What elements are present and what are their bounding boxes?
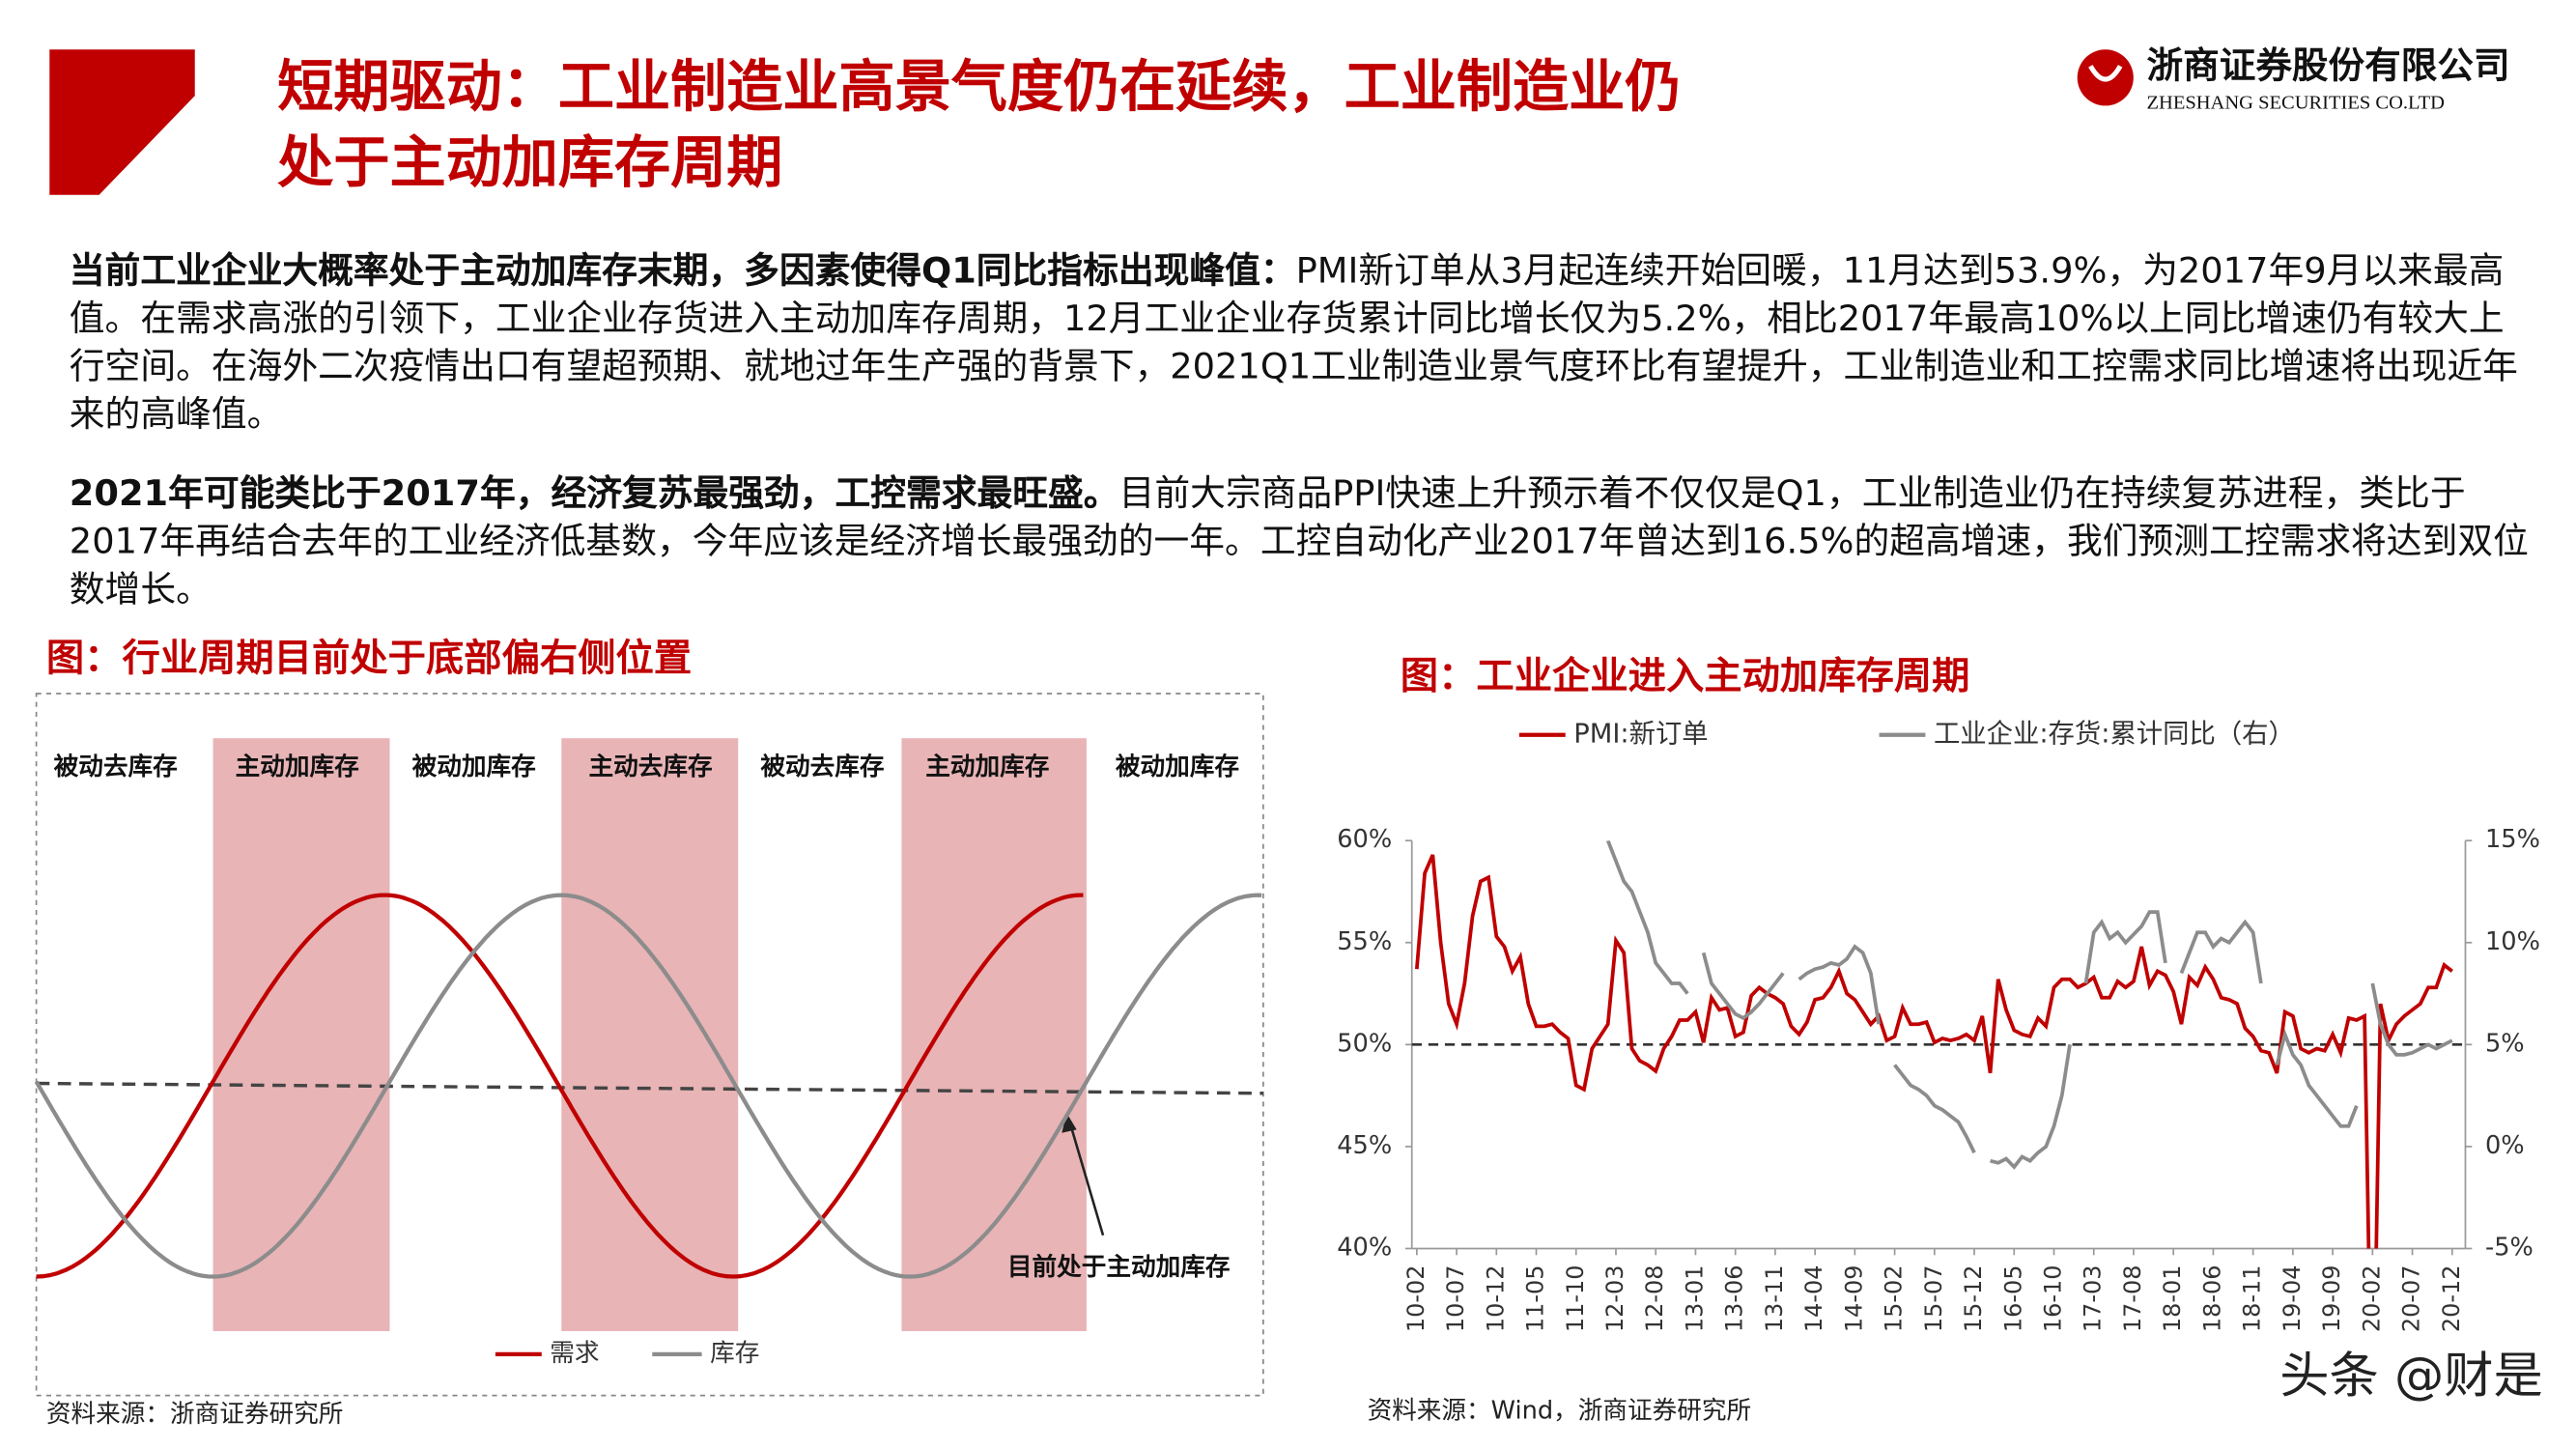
x-tick-label: 15-02 <box>1881 1265 1908 1333</box>
x-tick-label: 14-04 <box>1800 1265 1827 1333</box>
x-tick-label: 19-04 <box>2279 1265 2306 1333</box>
plot-area <box>1414 840 2453 1249</box>
phase-label: 主动加库存 <box>236 753 359 781</box>
x-tick-label: 20-12 <box>2438 1265 2465 1333</box>
title-line: 处于主动加库存周期 <box>277 130 783 197</box>
phase-band <box>901 738 1087 1331</box>
title-line: 短期驱动：工业制造业高景气度仍在延续，工业制造业仍 <box>277 54 1682 121</box>
diagram-source: 资料来源：浙商证券研究所 <box>46 1400 344 1429</box>
legend-label: 工业企业:存货:累计同比（右） <box>1934 719 2295 749</box>
x-tick-label: 19-09 <box>2318 1265 2345 1333</box>
paragraph-body: PMI新订单从3月起连续开始回暖，11月达到53.9%，为2017年9月以来最高… <box>69 250 2518 437</box>
page-title: 短期驱动：工业制造业高景气度仍在延续，工业制造业仍 处于主动加库存周期 <box>277 49 1681 201</box>
chart-source: 资料来源：Wind，浙商证券研究所 <box>1368 1397 1752 1426</box>
diagram-title: 图：行业周期目前处于底部偏右侧位置 <box>46 637 692 680</box>
phase-label: 被动加库存 <box>1116 753 1239 781</box>
y2-tick-label: 10% <box>2485 927 2540 956</box>
y-tick-label: 45% <box>1337 1131 1392 1160</box>
y2-tick-label: 15% <box>2485 825 2540 854</box>
annotation-arrow <box>1068 1122 1105 1236</box>
paragraph-lead: 2021年可能类比于2017年，经济复苏最强劲，工控需求最旺盛。 <box>69 473 1119 516</box>
phase-band <box>561 738 739 1331</box>
phase-label: 被动去库存 <box>760 753 884 781</box>
chart-title: 图：工业企业进入主动加库存周期 <box>1401 654 1970 698</box>
logo-name: 浙商证券股份有限公司 <box>2147 44 2510 87</box>
watermark: 头条 @财是 <box>2279 1348 2543 1406</box>
demand-curve <box>36 893 1084 1279</box>
y-tick-label: 50% <box>1337 1029 1392 1058</box>
y-tick-label: 60% <box>1337 825 1392 854</box>
x-tick-label: 14-09 <box>1840 1265 1867 1333</box>
x-tick-label: 18-11 <box>2239 1265 2266 1333</box>
logo-en: ZHESHANG SECURITIES CO.LTD <box>2147 92 2445 113</box>
x-tick-label: 13-11 <box>1761 1265 1788 1333</box>
annotation: 目前处于主动加库存 <box>1007 1252 1231 1282</box>
x-tick-label: 10-12 <box>1482 1265 1509 1333</box>
x-tick-label: 17-03 <box>2080 1265 2107 1333</box>
phase-label: 主动去库存 <box>589 753 713 781</box>
x-tick-label: 12-03 <box>1601 1265 1628 1333</box>
y-tick-label: 40% <box>1337 1233 1392 1262</box>
x-tick-label: 13-06 <box>1721 1265 1748 1333</box>
x-tick-label: 11-10 <box>1562 1265 1589 1333</box>
paragraph-body: 目前大宗商品PPI快速上升预示着不仅仅是Q1，工业制造业仍在持续复苏进程，类比于… <box>69 473 2529 611</box>
x-tick-label: 18-01 <box>2159 1265 2186 1333</box>
y-tick-label: 55% <box>1337 927 1392 956</box>
series-line <box>1605 840 2453 1170</box>
phase-label: 主动加库存 <box>925 753 1049 781</box>
paragraph: 当前工业企业大概率处于主动加库存末期，多因素使得Q1同比指标出现峰值：PMI新订… <box>70 247 2530 439</box>
balance-line <box>36 1081 1263 1095</box>
x-tick-label: 12-08 <box>1641 1265 1668 1333</box>
y2-tick-label: -5% <box>2485 1233 2534 1262</box>
legend-label: PMI:新订单 <box>1573 719 1708 749</box>
x-tick-label: 18-06 <box>2198 1265 2225 1333</box>
logo-glyph <box>2088 65 2123 82</box>
phase-label: 被动加库存 <box>412 753 536 781</box>
inventory-curve <box>34 893 1262 1279</box>
y2-tick-label: 5% <box>2485 1029 2525 1058</box>
x-tick-label: 15-12 <box>1960 1265 1987 1333</box>
diagram-frame <box>35 693 1264 1397</box>
legend-label: 需求 <box>550 1339 599 1368</box>
x-tick-label: 20-02 <box>2358 1265 2385 1333</box>
x-tick-label: 20-07 <box>2398 1265 2425 1333</box>
x-tick-label: 16-10 <box>2040 1265 2067 1333</box>
x-tick-label: 13-01 <box>1681 1265 1708 1333</box>
paragraph-lead: 当前工业企业大概率处于主动加库存末期，多因素使得Q1同比指标出现峰值： <box>69 250 1296 293</box>
x-tick-label: 10-02 <box>1402 1265 1430 1333</box>
logo: 浙商证券股份有限公司 ZHESHANG SECURITIES CO.LTD <box>2077 44 2510 113</box>
legend-label: 库存 <box>710 1339 759 1368</box>
x-tick-label: 10-07 <box>1442 1265 1469 1333</box>
x-tick-label: 15-07 <box>1920 1265 1947 1333</box>
x-tick-label: 16-05 <box>1999 1265 2026 1333</box>
title-mark <box>49 49 195 195</box>
x-tick-label: 11-05 <box>1522 1265 1549 1333</box>
paragraph: 2021年可能类比于2017年，经济复苏最强劲，工控需求最旺盛。目前大宗商品PP… <box>70 470 2530 614</box>
phase-label: 被动去库存 <box>54 753 178 781</box>
y2-tick-label: 0% <box>2485 1131 2525 1160</box>
x-tick-label: 17-08 <box>2119 1265 2146 1333</box>
